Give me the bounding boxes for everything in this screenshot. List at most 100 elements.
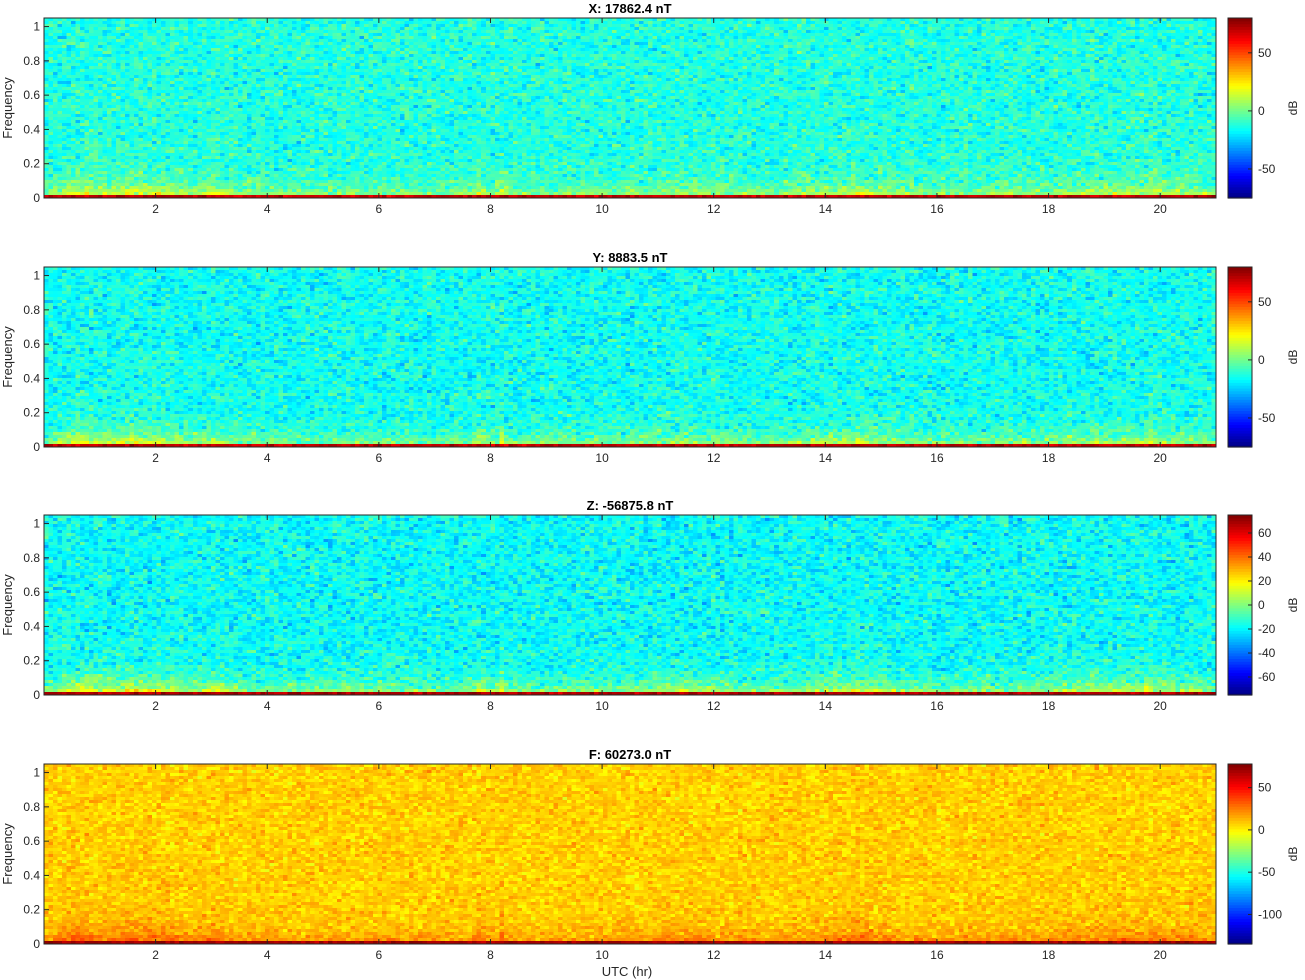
colorbar-swatch — [1228, 647, 1252, 651]
colorbar-swatch — [1228, 907, 1252, 911]
colorbar-swatch — [1228, 806, 1252, 810]
colorbar-swatch — [1228, 444, 1252, 448]
spectrogram-panel: Y: 8883.5 nT2 4 6 8 10 12 14 16 18 2000.20.40.60.… — [0, 250, 1300, 465]
colorbar-swatch — [1228, 96, 1252, 101]
colorbar-swatch — [1228, 794, 1252, 799]
y-tick-label: 1 — [33, 766, 40, 780]
colorbar-swatch — [1228, 365, 1252, 369]
colorbar-swatch — [1228, 896, 1252, 900]
colorbar-swatch — [1228, 385, 1252, 389]
colorbar-swatch — [1228, 357, 1252, 361]
spectrogram-panel: Z: -56875.8 nT2 4 6 8 10 12 14 16 18 2000.20.40.6… — [0, 498, 1300, 713]
colorbar-swatch — [1228, 379, 1252, 383]
x-tick-label: 14 — [819, 202, 833, 216]
colorbar-swatch — [1228, 834, 1252, 838]
colorbar-tick-label: 50 — [1258, 781, 1272, 795]
colorbar-swatch — [1228, 93, 1252, 98]
colorbar-swatch — [1228, 568, 1252, 572]
colorbar-swatch — [1228, 837, 1252, 841]
colorbar-swatch — [1228, 520, 1252, 525]
colorbar-swatch — [1228, 34, 1252, 39]
colorbar-swatch — [1228, 534, 1252, 539]
panel-title: Z: -56875.8 nT — [587, 498, 674, 513]
panel-title: X: 17862.4 nT — [588, 1, 671, 16]
colorbar-swatch — [1228, 110, 1252, 115]
colorbar-swatch — [1228, 786, 1252, 790]
x-tick-label: 14 — [819, 948, 833, 962]
x-tick-label: 12 — [707, 451, 721, 465]
colorbar-swatch — [1228, 192, 1252, 196]
colorbar-swatch — [1228, 859, 1252, 864]
colorbar-swatch — [1228, 904, 1252, 909]
colorbar-swatch — [1228, 387, 1252, 392]
colorbar-swatch — [1228, 585, 1252, 589]
axes-frame — [43, 266, 1217, 448]
x-tick-label: 4 — [264, 202, 271, 216]
colorbar-swatch — [1228, 410, 1252, 414]
colorbar-swatch — [1228, 602, 1252, 606]
x-tick-label: 2 — [152, 202, 159, 216]
colorbar-swatch — [1228, 82, 1252, 87]
colorbar-tick-label: -40 — [1258, 646, 1276, 660]
colorbar-swatch — [1228, 334, 1252, 338]
colorbar-label: dB — [1286, 847, 1300, 862]
y-axis-label: Frequency — [0, 77, 15, 139]
colorbar-swatch — [1228, 342, 1252, 347]
colorbar-swatch — [1228, 627, 1252, 631]
y-tick-label: 1 — [33, 20, 40, 34]
axes-frame — [43, 763, 1217, 945]
colorbar-swatch — [1228, 856, 1252, 861]
colorbar-swatch — [1228, 189, 1252, 193]
colorbar-swatch — [1228, 278, 1252, 282]
colorbar-swatch — [1228, 778, 1252, 782]
colorbar-swatch — [1228, 178, 1252, 182]
colorbar-swatch — [1228, 102, 1252, 106]
colorbar-swatch — [1228, 74, 1252, 78]
x-axis-label: UTC (hr) — [602, 964, 653, 979]
y-axis-label: Frequency — [0, 823, 15, 885]
colorbar-swatch — [1228, 317, 1252, 322]
colorbar-swatch — [1228, 195, 1252, 199]
colorbar-swatch — [1228, 644, 1252, 648]
colorbar-swatch — [1228, 175, 1252, 179]
colorbar-swatch — [1228, 116, 1252, 120]
colorbar-swatch — [1228, 376, 1252, 381]
spectrogram-image — [44, 267, 1216, 447]
colorbar-swatch — [1228, 579, 1252, 584]
colorbar-swatch — [1228, 613, 1252, 617]
colorbar-swatch — [1228, 432, 1252, 437]
colorbar-swatch — [1228, 839, 1252, 844]
colorbar-swatch — [1228, 328, 1252, 333]
y-tick-label: 0.6 — [23, 834, 40, 848]
colorbar-swatch — [1228, 272, 1252, 277]
x-tick-label: 10 — [595, 948, 609, 962]
colorbar-swatch — [1228, 393, 1252, 397]
colorbar-swatch — [1228, 664, 1252, 668]
x-tick-label: 16 — [930, 699, 944, 713]
colorbar-swatch — [1228, 85, 1252, 89]
colorbar-swatch — [1228, 314, 1252, 319]
colorbar-frame — [1227, 266, 1253, 448]
colorbar-swatch — [1228, 275, 1252, 279]
colorbar-swatch — [1228, 825, 1252, 830]
spectrogram-panel: X: 17862.4 nT2 4 6 8 10 12 14 16 18 2000.20.40.60… — [0, 1, 1300, 216]
colorbar-swatch — [1228, 621, 1252, 626]
colorbar-swatch — [1228, 362, 1252, 367]
colorbar-swatch — [1228, 515, 1252, 519]
colorbar-swatch — [1228, 543, 1252, 547]
colorbar-label: dB — [1286, 101, 1300, 116]
colorbar-swatch — [1228, 63, 1252, 67]
colorbar-swatch — [1228, 800, 1252, 804]
colorbar-swatch — [1228, 71, 1252, 75]
colorbar-swatch — [1228, 421, 1252, 426]
colorbar-swatch — [1228, 113, 1252, 118]
y-tick-label: 0.4 — [23, 868, 40, 882]
colorbar-swatch — [1228, 186, 1252, 191]
colorbar-swatch — [1228, 300, 1252, 305]
x-tick-label: 2 — [152, 451, 159, 465]
colorbar-swatch — [1228, 531, 1252, 536]
y-tick-label: 0.6 — [23, 88, 40, 102]
x-tick-label: 6 — [376, 202, 383, 216]
colorbar-swatch — [1228, 624, 1252, 629]
colorbar-swatch — [1228, 772, 1252, 776]
